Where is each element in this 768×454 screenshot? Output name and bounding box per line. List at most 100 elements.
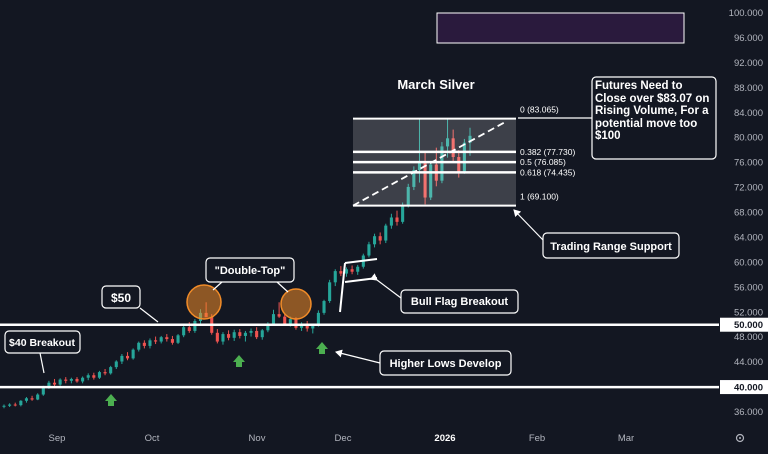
price-level-badge	[720, 380, 768, 395]
candle	[389, 213, 393, 229]
candle-body	[445, 138, 450, 147]
callout-50-label: $50	[111, 291, 131, 305]
callout-double-top-pointer-left	[212, 281, 223, 291]
higher-low-arrow-icon	[233, 355, 245, 367]
callout-higher-lows[interactable]: Higher Lows Develop	[335, 349, 512, 376]
candle-body	[165, 337, 169, 340]
candle-body	[260, 330, 264, 338]
candle	[81, 376, 85, 384]
double-top-circle-1	[186, 284, 222, 320]
candle	[384, 223, 388, 244]
callout-futures-note[interactable]: Futures Need to Close over $83.07 on Ris…	[518, 76, 717, 160]
candle	[322, 299, 326, 315]
candle	[148, 338, 152, 349]
candle-body	[423, 162, 427, 198]
candle	[159, 335, 163, 344]
candle-body	[103, 372, 107, 374]
candle	[271, 309, 276, 326]
candle-body	[249, 330, 253, 333]
candle	[64, 377, 68, 384]
price-tick-label: 96.000	[734, 33, 763, 44]
higher-low-arrow-icon	[105, 394, 117, 406]
candle-body	[154, 340, 158, 342]
candle-body	[41, 387, 45, 395]
candle-body	[92, 375, 96, 378]
price-level-badge-label: 40.000	[734, 383, 763, 394]
callout-double-top[interactable]: "Double-Top"	[205, 257, 295, 293]
purple-box	[436, 12, 685, 44]
candle-body	[19, 400, 23, 406]
price-tick-label: 80.000	[734, 133, 763, 144]
candle	[36, 393, 40, 401]
candle-body	[406, 186, 410, 206]
candle	[24, 397, 29, 403]
candle	[69, 377, 73, 384]
candle	[249, 328, 253, 337]
candle-body	[395, 217, 399, 222]
candle-body	[182, 327, 186, 336]
candle	[120, 354, 124, 364]
fib-level-label: 0.5 (76.085)	[520, 157, 566, 167]
price-tick-label: 60.000	[734, 257, 763, 268]
time-axis[interactable]: Sep Oct Nov Dec 2026 Feb Mar	[49, 433, 635, 444]
candle-body	[271, 314, 276, 324]
fib-trend-line	[352, 120, 507, 207]
candle-body	[232, 332, 236, 338]
candle-body	[457, 157, 461, 172]
candle-body	[24, 398, 29, 401]
candle	[356, 264, 360, 275]
chart-title: March Silver	[397, 77, 474, 92]
candle-body	[148, 340, 152, 346]
candle	[255, 327, 259, 340]
candle-body	[373, 236, 377, 245]
candle-body	[52, 382, 57, 385]
candle	[142, 340, 146, 349]
candle	[406, 183, 410, 208]
callout-double-top-pointer-right	[276, 281, 289, 293]
candle	[30, 395, 34, 401]
horizontal-levels[interactable]	[0, 323, 719, 389]
candle-body	[109, 367, 113, 374]
candle	[215, 329, 219, 344]
callout-bull-flag[interactable]: Bull Flag Breakout	[369, 273, 519, 314]
callout-double-top-label: "Double-Top"	[215, 265, 286, 277]
callout-40-breakout-pointer	[39, 352, 45, 374]
fib-level-label: 0.382 (77.730)	[520, 147, 575, 157]
fib-level-label: 0.618 (74.435)	[520, 167, 575, 177]
callout-50[interactable]: $50	[101, 285, 159, 323]
callout-higher-lows-label: Higher Lows Develop	[390, 358, 502, 370]
candle-body	[288, 319, 292, 325]
candle-body	[333, 271, 337, 283]
candle-body	[451, 138, 455, 158]
candle-body	[125, 355, 130, 359]
higher-low-arrow-icon	[316, 342, 328, 354]
price-tick-label: 44.000	[734, 357, 763, 368]
candle	[182, 325, 186, 338]
callout-range-support[interactable]: Trading Range Support	[513, 209, 680, 259]
settings-gear-icon[interactable]	[735, 433, 745, 443]
price-tick-label: 88.000	[734, 83, 763, 94]
callout-higher-lows-pointer	[335, 349, 381, 364]
candle-body	[339, 271, 343, 274]
candle	[154, 336, 158, 345]
candle	[176, 334, 180, 345]
candle-body	[75, 378, 79, 382]
price-axis[interactable]: 36.000 40.000 44.000 48.000 52.000 56.000 60.0…	[720, 8, 768, 418]
double-top-circle-2	[280, 288, 312, 320]
fib-level-label: 0 (83.065)	[520, 105, 559, 115]
candle	[13, 402, 17, 407]
candle-body	[170, 339, 174, 343]
bull-flag-pole-line	[339, 262, 346, 313]
price-level-badge	[720, 317, 768, 332]
candle	[328, 279, 332, 303]
candle-body	[417, 162, 422, 171]
fib-retracement[interactable]: 0 (83.065) 0.382 (77.730)0.5 (76.085)0.61…	[352, 105, 575, 207]
candle	[344, 267, 349, 277]
time-tick-label: 2026	[434, 433, 455, 444]
candle-body	[283, 316, 287, 325]
candle-body	[30, 398, 34, 400]
candle	[373, 233, 377, 248]
callout-40-breakout[interactable]: $40 Breakout	[4, 330, 81, 374]
candle-body	[142, 342, 146, 346]
